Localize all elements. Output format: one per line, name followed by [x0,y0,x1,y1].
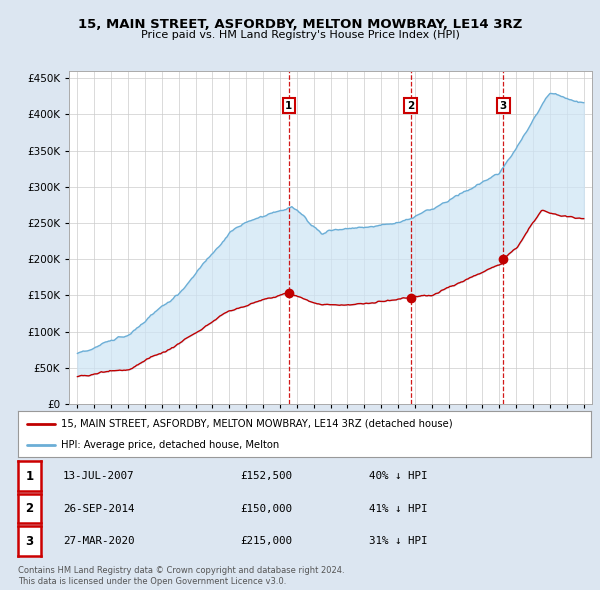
Text: £150,000: £150,000 [240,504,292,513]
Text: £152,500: £152,500 [240,471,292,481]
Text: 3: 3 [25,535,34,548]
Text: 3: 3 [500,101,507,111]
Text: HPI: Average price, detached house, Melton: HPI: Average price, detached house, Melt… [61,440,279,450]
Text: 13-JUL-2007: 13-JUL-2007 [63,471,134,481]
Text: 2: 2 [407,101,414,111]
Text: 27-MAR-2020: 27-MAR-2020 [63,536,134,546]
Text: Price paid vs. HM Land Registry's House Price Index (HPI): Price paid vs. HM Land Registry's House … [140,30,460,40]
Text: £215,000: £215,000 [240,536,292,546]
Text: 26-SEP-2014: 26-SEP-2014 [63,504,134,513]
Text: 15, MAIN STREET, ASFORDBY, MELTON MOWBRAY, LE14 3RZ (detached house): 15, MAIN STREET, ASFORDBY, MELTON MOWBRA… [61,419,452,429]
Text: Contains HM Land Registry data © Crown copyright and database right 2024.: Contains HM Land Registry data © Crown c… [18,566,344,575]
Text: 41% ↓ HPI: 41% ↓ HPI [369,504,427,513]
Text: 31% ↓ HPI: 31% ↓ HPI [369,536,427,546]
Text: 1: 1 [285,101,293,111]
Text: 2: 2 [25,502,34,515]
Text: 40% ↓ HPI: 40% ↓ HPI [369,471,427,481]
Text: 15, MAIN STREET, ASFORDBY, MELTON MOWBRAY, LE14 3RZ: 15, MAIN STREET, ASFORDBY, MELTON MOWBRA… [78,18,522,31]
Text: 1: 1 [25,470,34,483]
Text: This data is licensed under the Open Government Licence v3.0.: This data is licensed under the Open Gov… [18,577,286,586]
